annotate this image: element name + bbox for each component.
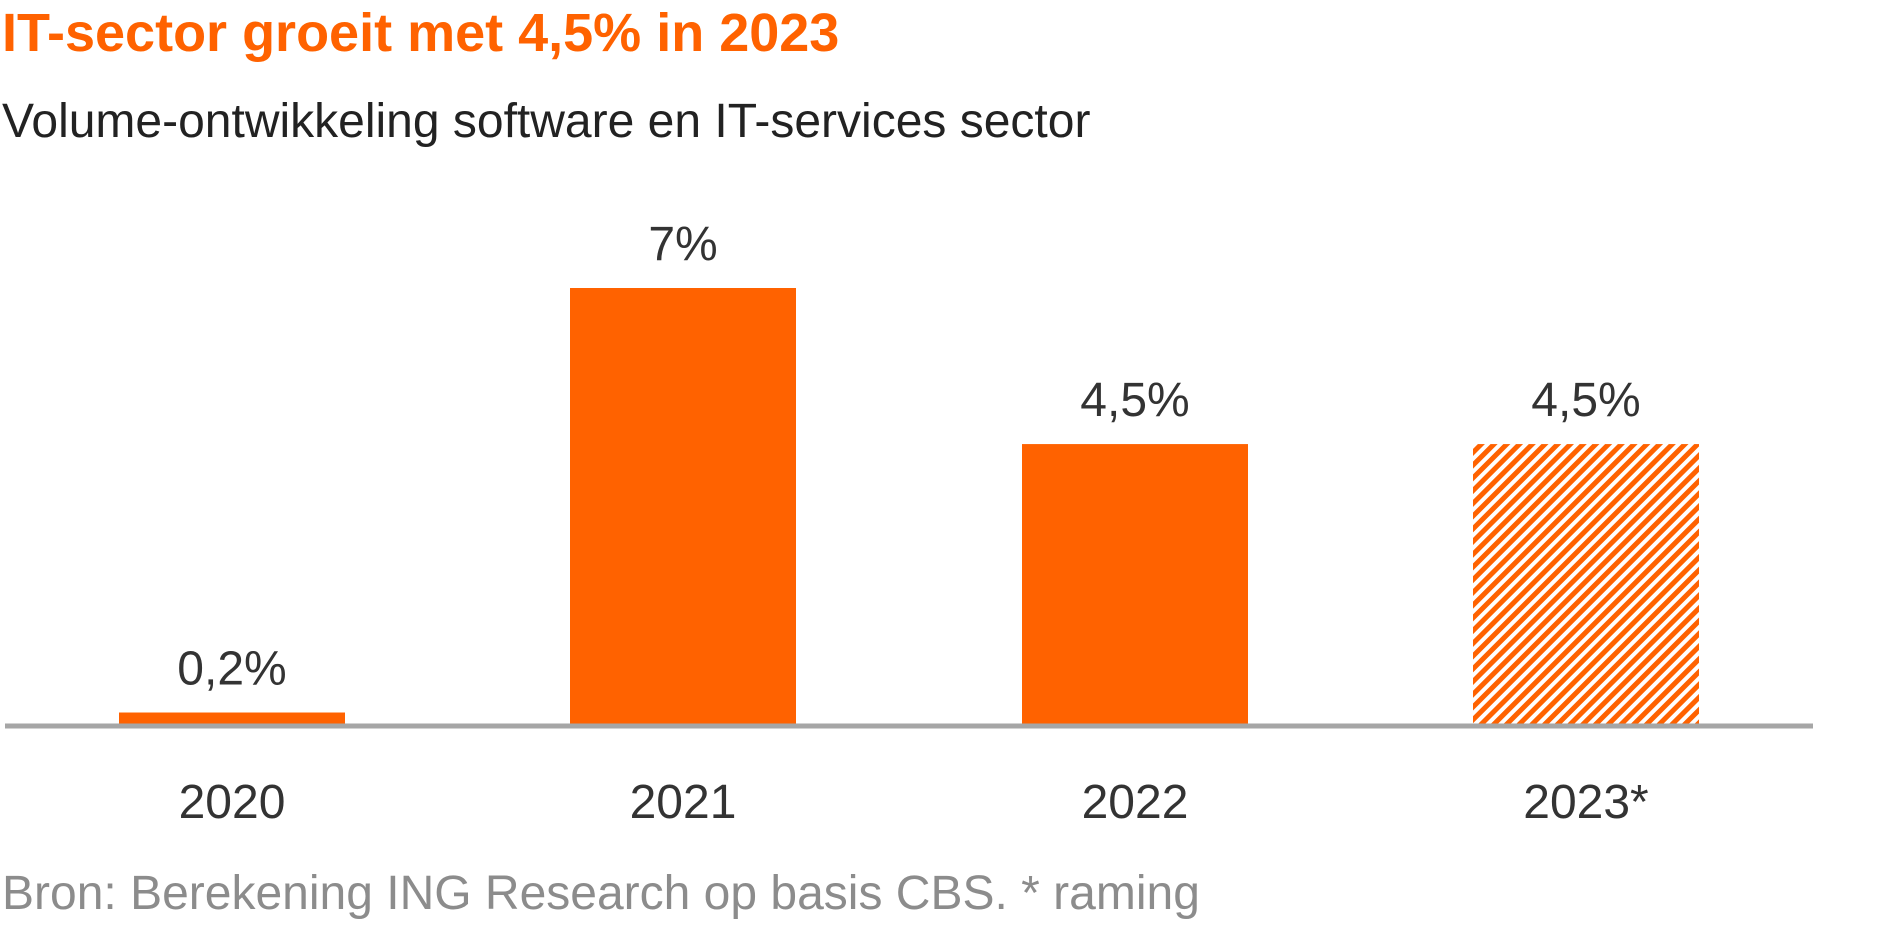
value-label: 0,2% bbox=[177, 643, 286, 696]
bar-2022 bbox=[1022, 444, 1248, 725]
category-label: 2021 bbox=[630, 776, 737, 829]
chart-subtitle: Volume-ontwikkeling software en IT-servi… bbox=[2, 95, 1091, 148]
bar-2020 bbox=[119, 712, 345, 725]
category-label: 2020 bbox=[179, 776, 286, 829]
value-label: 4,5% bbox=[1531, 374, 1640, 427]
category-label: 2022 bbox=[1082, 776, 1189, 829]
value-label: 4,5% bbox=[1080, 374, 1189, 427]
source-note: Bron: Berekening ING Research op basis C… bbox=[2, 867, 1200, 920]
bar-2021 bbox=[570, 288, 796, 725]
value-labels-group: 0,2% 7% 4,5% 4,5% bbox=[177, 218, 1640, 696]
bars-group bbox=[119, 288, 1699, 725]
category-labels-group: 2020 2021 2022 2023* bbox=[179, 776, 1649, 829]
category-label: 2023* bbox=[1523, 776, 1648, 829]
value-label: 7% bbox=[648, 218, 717, 271]
bar-2023 bbox=[1473, 444, 1699, 725]
chart-title: IT-sector groeit met 4,5% in 2023 bbox=[2, 3, 840, 63]
